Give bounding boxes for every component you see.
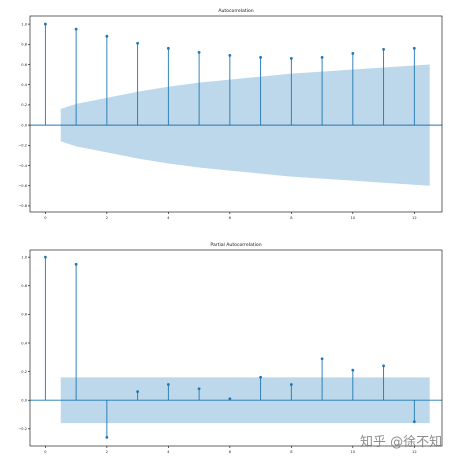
acf-ytick-label: −0.8 (18, 204, 27, 208)
pacf-ytick-label: 0.8 (21, 284, 27, 288)
acf-ytick-label: 0.0 (21, 123, 27, 127)
acf-marker-lag-4 (166, 46, 170, 50)
pacf-marker-lag-4 (166, 383, 170, 386)
acf-xtick-label: 10 (351, 216, 356, 220)
pacf-ytick-label: 0.6 (21, 313, 27, 317)
pacf-xtick-label: 0 (44, 450, 47, 454)
pacf-panel: 0 2 4 6 8 10 12 1.0 0.8 0.6 0.4 0.2 0.0 −0.2 Partial A… (18, 242, 443, 454)
pacf-xtick-label: 10 (351, 450, 356, 454)
acf-marker-lag-7 (259, 56, 262, 59)
acf-xtick-label: 0 (44, 216, 47, 220)
pacf-ytick-label: −0.2 (18, 427, 27, 431)
acf-ytick-label: −0.6 (18, 184, 27, 188)
acf-xtick-label: 8 (290, 216, 293, 220)
pacf-xtick-label: 2 (106, 450, 108, 454)
pacf-marker-lag-1 (74, 262, 78, 266)
acf-ytick-label: 0.8 (21, 43, 27, 47)
acf-ytick-label: −0.4 (18, 164, 27, 168)
acf-marker-lag-5 (197, 50, 201, 54)
acf-ytick-label: 0.6 (21, 63, 27, 67)
pacf-marker-lag-11 (382, 364, 385, 368)
pacf-marker-lag-8 (289, 383, 293, 386)
pacf-marker-lag-12 (412, 420, 416, 424)
acf-xtick-label: 2 (106, 216, 108, 220)
acf-marker-lag-3 (136, 41, 140, 45)
acf-chart-title: Autocorrelation (218, 8, 253, 14)
pacf-marker-lag-3 (136, 390, 140, 394)
acf-marker-lag-9 (320, 56, 324, 59)
acf-marker-lag-8 (289, 57, 293, 60)
acf-ytick-label: 0.2 (21, 103, 27, 107)
acf-ytick-label: 0.4 (21, 83, 27, 87)
acf-marker-lag-2 (105, 34, 109, 38)
pacf-xtick-label: 8 (290, 450, 293, 454)
acf-marker-lag-1 (74, 27, 78, 31)
pacf-xtick-label: 6 (229, 450, 232, 454)
acf-xtick-label: 6 (229, 216, 232, 220)
acf-panel: 0 2 4 6 8 10 12 1.0 0.8 0.6 0.4 0.2 0.0 −0.2 −0.4 −0.6 −… (18, 8, 443, 220)
acf-marker-lag-0 (43, 22, 47, 26)
pacf-chart-title: Partial Autocorrelation (210, 242, 261, 248)
pacf-ytick-label: 1.0 (21, 255, 27, 259)
acf-xtick-label: 12 (412, 216, 417, 220)
pacf-xtick-label: 12 (412, 450, 417, 454)
acf-ytick-label: 1.0 (21, 22, 27, 26)
acf-axes-frame (29, 15, 443, 213)
pacf-ytick-label: 0.2 (21, 370, 27, 374)
pacf-ytick-label: 0.0 (21, 399, 27, 403)
acf-marker-lag-10 (351, 51, 355, 55)
pacf-ytick-label: 0.4 (21, 341, 27, 345)
pacf-marker-lag-5 (197, 387, 201, 391)
acf-xtick-label: 4 (167, 216, 170, 220)
pacf-axes-frame (29, 249, 443, 447)
pacf-marker-lag-0 (43, 255, 47, 259)
watermark-text: 知乎 @徐不知 (360, 435, 443, 450)
pacf-marker-lag-9 (320, 357, 324, 361)
pacf-marker-lag-10 (351, 368, 355, 372)
pacf-marker-lag-6 (228, 397, 232, 401)
acf-marker-lag-6 (228, 54, 232, 57)
pacf-marker-lag-7 (259, 375, 262, 379)
pacf-xtick-label: 4 (167, 450, 170, 454)
acf-marker-lag-11 (382, 47, 385, 51)
acf-marker-lag-12 (412, 46, 416, 50)
pacf-marker-lag-2 (105, 436, 109, 439)
acf-ytick-label: −0.2 (18, 144, 27, 148)
